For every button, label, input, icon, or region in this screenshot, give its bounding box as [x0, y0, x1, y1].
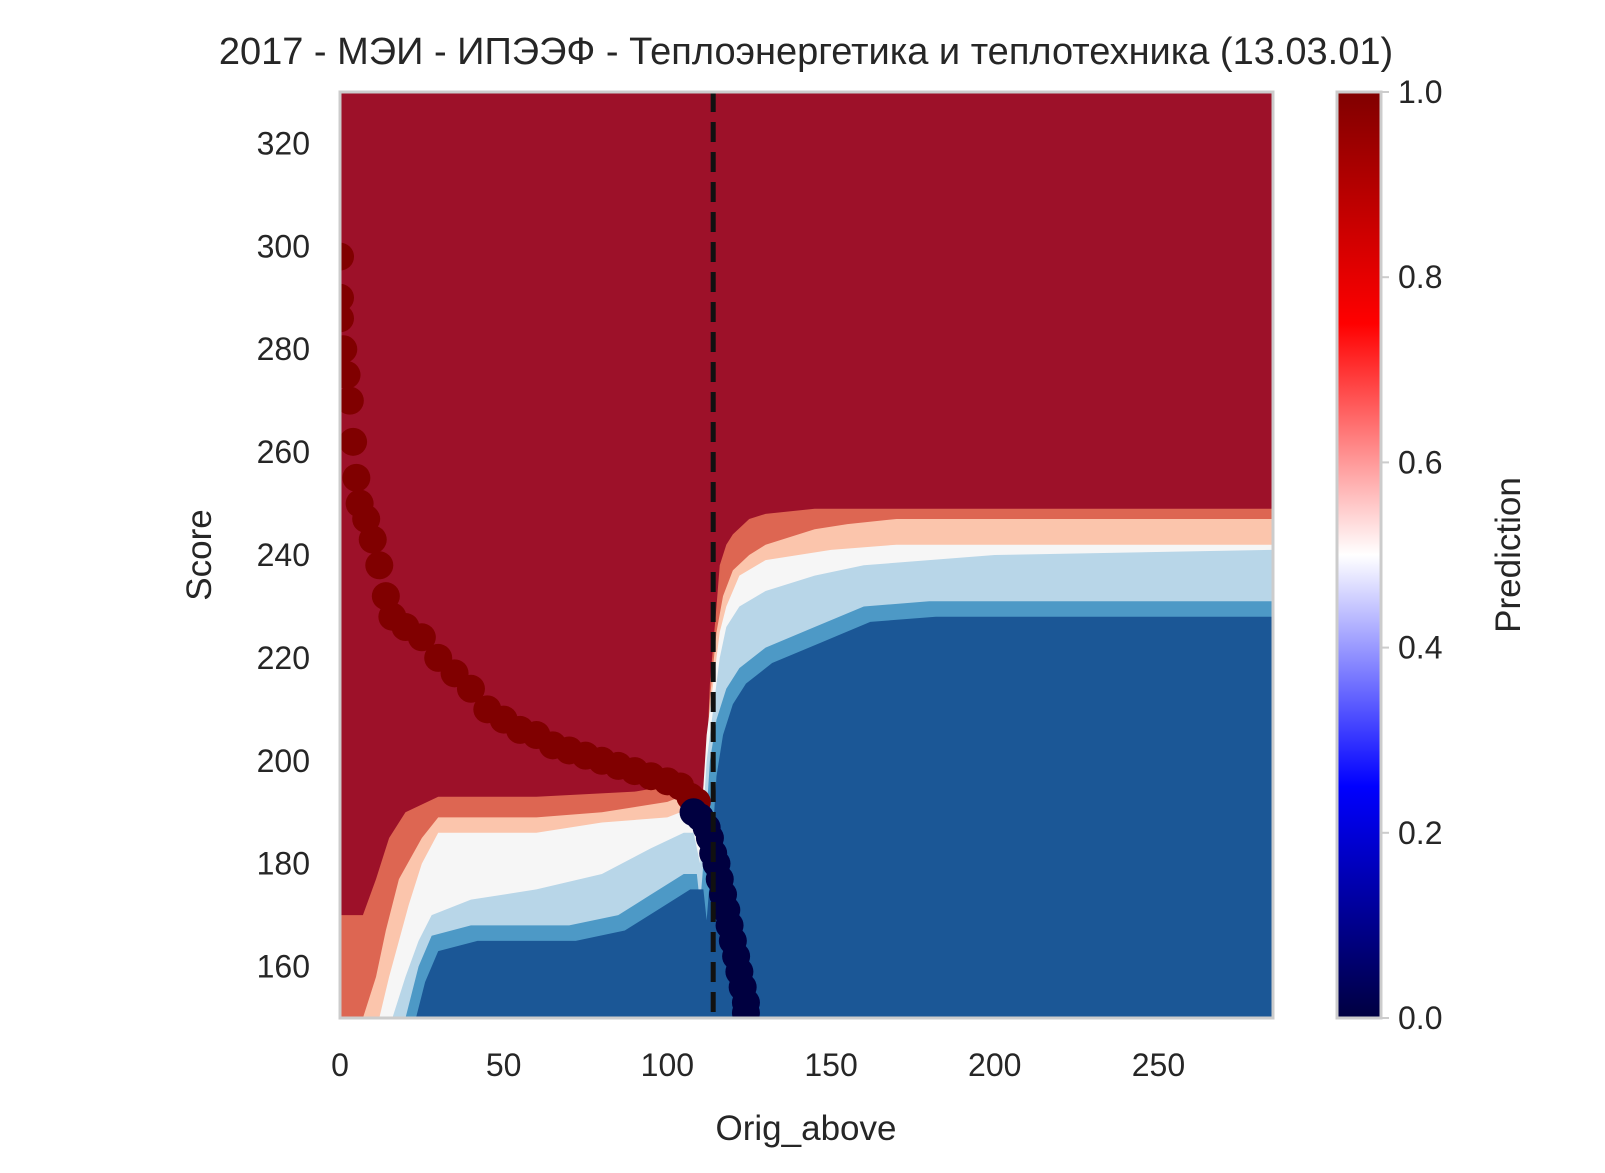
x-tick-label: 250 — [1132, 1047, 1185, 1083]
y-tick-label: 220 — [257, 640, 310, 676]
rejected-point — [731, 998, 760, 1018]
colorbar-tick-label: 0.4 — [1398, 630, 1442, 666]
colorbar-tick-label: 0.2 — [1398, 815, 1442, 851]
admitted-point — [342, 463, 371, 492]
region-0.0-0.2 — [412, 616, 1273, 1018]
y-tick-label: 200 — [257, 743, 310, 779]
admitted-point — [340, 304, 354, 333]
y-tick-label: 240 — [257, 537, 310, 573]
colorbar: 0.0 0.2 0.4 0.6 0.8 1.0 Prediction — [1335, 74, 1528, 1036]
admitted-point — [365, 551, 394, 580]
admitted-point — [456, 674, 485, 703]
admitted-point — [340, 242, 354, 271]
data-points — [340, 242, 760, 1018]
admitted-point — [340, 386, 364, 415]
y-axis-label: Score — [180, 509, 219, 600]
y-tick-label: 260 — [257, 434, 310, 470]
y-tick-label: 160 — [257, 949, 310, 985]
admitted-point — [407, 623, 436, 652]
colorbar-bar — [1335, 90, 1383, 1020]
colorbar-tick-label: 0.6 — [1398, 444, 1442, 480]
x-tick-label: 200 — [968, 1047, 1021, 1083]
y-tick-label: 280 — [257, 331, 310, 367]
y-tick-label: 180 — [257, 846, 310, 882]
y-tick-label: 320 — [257, 125, 310, 161]
y-tick-label: 300 — [257, 228, 310, 264]
colorbar-label: Prediction — [1489, 477, 1528, 633]
plot-frame — [338, 90, 1275, 1020]
x-axis-label: Orig_above — [716, 1109, 897, 1148]
colorbar-tick-label: 1.0 — [1398, 74, 1442, 110]
x-tick-label: 50 — [486, 1047, 522, 1083]
admitted-point — [340, 335, 358, 364]
admitted-point — [340, 283, 354, 312]
x-tick-label: 100 — [641, 1047, 694, 1083]
admitted-point — [340, 360, 361, 389]
chart-title: 2017 - МЭИ - ИПЭЭФ - Теплоэнергетика и т… — [219, 31, 1393, 73]
colorbar-tick-label: 0.8 — [1398, 259, 1442, 295]
x-tick-label: 0 — [331, 1047, 349, 1083]
colorbar-ticks: 0.0 0.2 0.4 0.6 0.8 1.0 — [1381, 74, 1442, 1036]
x-axis-ticks: 0 50 100 150 200 250 — [331, 1047, 1185, 1083]
y-axis-ticks: 160 180 200 220 240 260 280 300 320 — [257, 125, 310, 984]
plot-area — [338, 90, 1275, 1020]
admitted-point — [340, 427, 368, 456]
decision-regions — [340, 508, 1273, 1018]
colorbar-tick-label: 0.0 — [1398, 1000, 1442, 1036]
admitted-point — [358, 525, 387, 554]
x-tick-label: 150 — [804, 1047, 857, 1083]
